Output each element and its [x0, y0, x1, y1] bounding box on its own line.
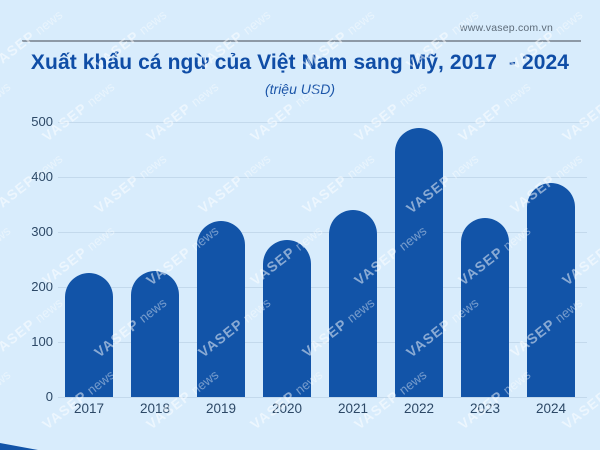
x-axis-label-2022: 2022: [403, 401, 435, 416]
gridline-200: [58, 287, 587, 288]
gridline-300: [58, 232, 587, 233]
chart-subtitle: (triệu USD): [264, 81, 335, 97]
y-axis-tick-label-200: 200: [31, 279, 53, 294]
y-axis-tick-label-500: 500: [31, 114, 53, 129]
header-divider: [22, 40, 581, 42]
bar-2024: [527, 182, 575, 397]
x-axis-label-2017: 2017: [73, 401, 105, 416]
x-axis-label-2023: 2023: [469, 401, 501, 416]
y-axis-tick-label-400: 400: [31, 169, 53, 184]
corner-wedge-decoration: [0, 443, 38, 450]
gridline-500: [58, 122, 587, 123]
bar-2020: [263, 240, 311, 397]
bar-2018: [131, 270, 179, 397]
x-axis-label-2024: 2024: [535, 401, 567, 416]
bar-2017: [65, 273, 113, 397]
bar-2019: [197, 221, 245, 397]
y-axis-tick-label-300: 300: [31, 224, 53, 239]
bar-2021: [329, 210, 377, 397]
chart-title: Xuất khẩu cá ngừ của Việt Nam sang Mỹ, 2…: [30, 51, 570, 74]
y-axis-tick-label-0: 0: [45, 389, 53, 404]
bar-2022: [395, 127, 443, 397]
gridline-0: [58, 397, 587, 398]
y-axis-tick-label-100: 100: [31, 334, 53, 349]
x-axis-label-2021: 2021: [337, 401, 369, 416]
website-url: www.vasep.com.vn: [459, 22, 553, 34]
x-axis-label-2018: 2018: [139, 401, 171, 416]
gridline-400: [58, 177, 587, 178]
x-axis-label-2019: 2019: [205, 401, 237, 416]
bar-2023: [461, 218, 509, 397]
gridline-100: [58, 342, 587, 343]
x-axis-label-2020: 2020: [271, 401, 303, 416]
